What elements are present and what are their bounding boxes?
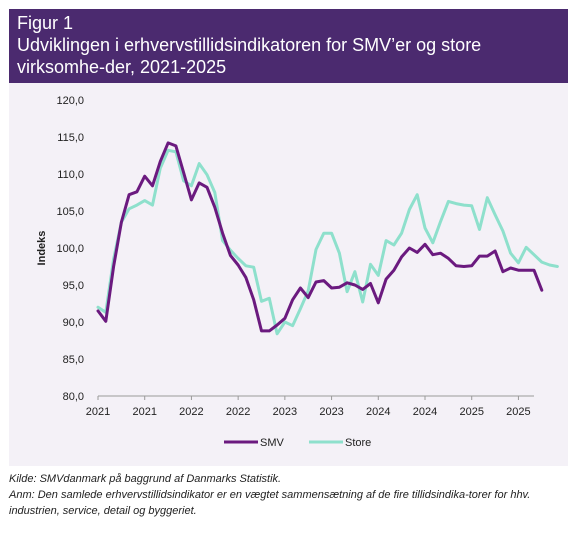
y-tick-label: 115,0 [57,132,84,144]
line-chart: 80,0 85,0 90,0 95,0 100,0 105,0 110,0 115,0 120,… [36,95,559,449]
y-tick-label: 85,0 [63,354,84,366]
x-tick-label: 2021 [86,406,110,418]
x-tick-label: 2025 [459,406,483,418]
figure-header: Figur 1 Udviklingen i erhvervstillidsind… [9,9,568,83]
y-tick-label: 95,0 [63,280,84,292]
chart-panel: 80,0 85,0 90,0 95,0 100,0 105,0 110,0 115,0 120,… [9,83,568,466]
legend-label-smv: SMV [260,437,285,449]
x-tick-label: 2022 [179,406,203,418]
x-tick-label: 2021 [132,406,156,418]
x-axis: 2021 2021 2022 2022 2023 2023 2024 2024 2025 2025 [86,395,534,418]
y-tick-label: 100,0 [56,243,84,255]
x-tick-label: 2025 [506,406,530,418]
x-tick-label: 2022 [226,406,250,418]
legend-label-store: Store [345,437,371,449]
y-axis: 80,0 85,0 90,0 95,0 100,0 105,0 110,0 115,0 120,… [56,95,84,403]
y-tick-label: 110,0 [57,169,84,181]
y-tick-label: 90,0 [63,317,84,329]
x-tick-label: 2023 [319,406,343,418]
annotation-note: Anm: Den samlede erhvervstillidsindikato… [9,489,531,517]
y-tick-label: 80,0 [63,391,84,403]
x-tick-label: 2024 [413,406,437,418]
x-tick-label: 2024 [366,406,390,418]
y-tick-label: 120,0 [56,95,84,107]
figure-label: Figur 1 [17,13,74,33]
legend: SMV Store [224,437,371,449]
series-line-smv [96,141,544,333]
figure-notes: Kilde: SMVdanmark på baggrund af Danmark… [9,471,569,519]
x-tick-label: 2023 [273,406,297,418]
series-line-store [96,148,559,336]
y-tick-label: 105,0 [56,206,84,218]
series-layer [96,141,559,336]
y-axis-title: Indeks [36,231,48,266]
figure-title: Udviklingen i erhvervstillidsindikatoren… [17,35,482,77]
source-note: Kilde: SMVdanmark på baggrund af Danmark… [9,473,282,485]
